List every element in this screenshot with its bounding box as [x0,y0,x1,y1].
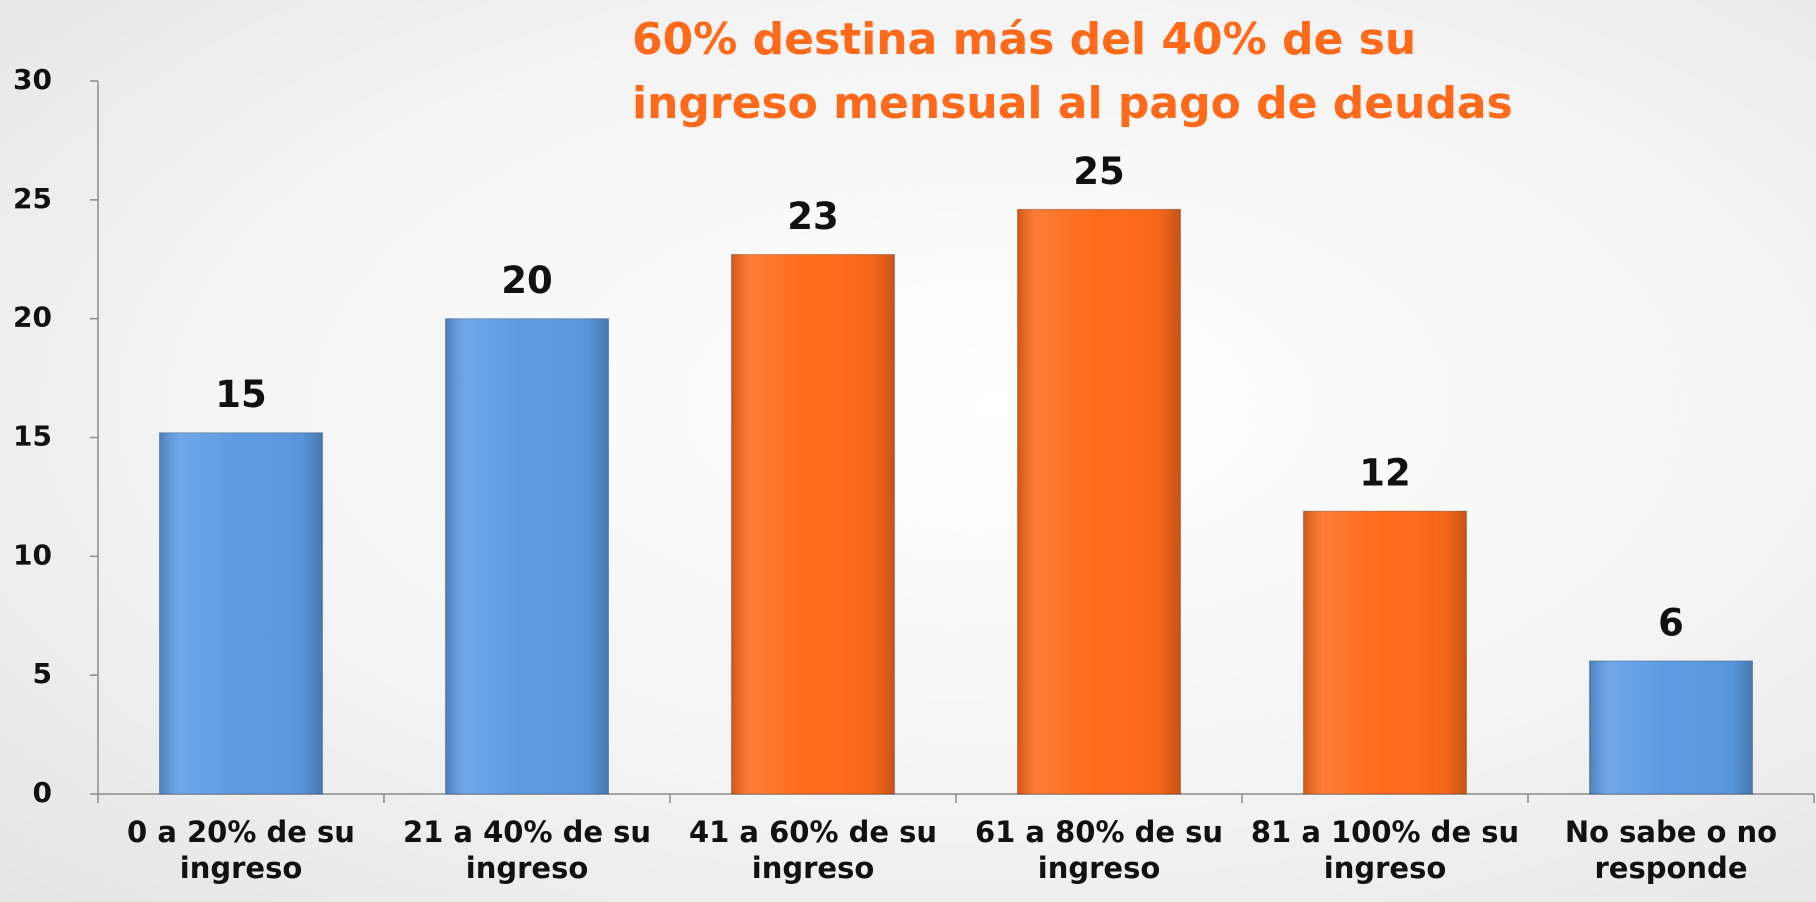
y-tick-label: 15 [13,420,52,453]
value-label: 23 [787,195,839,238]
value-label: 12 [1359,452,1411,495]
bar [158,432,324,795]
x-tick-label: No sabe o no responde [1564,815,1778,885]
y-tick-label: 30 [13,63,52,96]
x-tick-label: 21 a 40% de su ingreso [402,815,652,885]
x-tick-label: 61 a 80% de su ingreso [974,815,1224,885]
bar [444,318,610,795]
bar [730,253,896,795]
y-tick-label: 25 [13,182,52,215]
x-tick-label: 0 a 20% de su ingreso [127,815,355,885]
y-tick-label: 10 [13,538,52,571]
chart-title: 60% destina más del 40% de su ingreso me… [632,14,1513,129]
bar [1588,660,1754,795]
bar [1016,208,1182,795]
x-tick-label: 81 a 100% de su ingreso [1250,815,1520,885]
value-label: 6 [1658,601,1684,644]
bar [1302,510,1468,795]
value-label: 15 [215,373,267,416]
x-tick-label: 41 a 60% de su ingreso [688,815,938,885]
value-label: 25 [1073,150,1125,193]
y-tick-label: 20 [13,301,52,334]
value-label: 20 [501,259,553,302]
y-tick-label: 5 [33,657,52,690]
y-tick-label: 0 [33,776,52,809]
